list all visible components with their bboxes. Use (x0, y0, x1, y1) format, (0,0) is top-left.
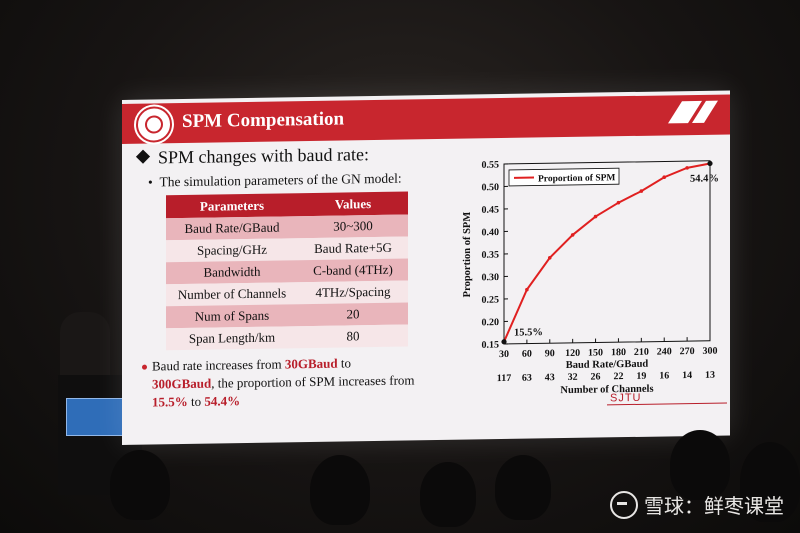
x-axis-label: Baud Rate/GBaud (566, 359, 649, 371)
slide-subheading: • The simulation parameters of the GN mo… (148, 170, 402, 190)
heading-text: SPM changes with baud rate: (158, 144, 369, 168)
table-row: Span Length/km 80 (166, 324, 408, 351)
x2-tick-label: 22 (613, 371, 623, 382)
x-tick-label: 30 (499, 349, 509, 360)
summary-part: to (337, 355, 351, 371)
x-tick-label: 90 (545, 348, 555, 359)
x2-tick-label: 117 (497, 373, 511, 384)
y-tick-label: 0.30 (482, 272, 499, 283)
legend-box (508, 167, 620, 187)
slide-title: SPM Compensation (182, 108, 345, 133)
summary-part: to (187, 393, 205, 409)
data-point (707, 160, 713, 167)
series-line (503, 162, 711, 343)
audience-head (110, 450, 170, 520)
summary-highlight: 15.5% (152, 393, 188, 410)
annotation-start: 15.5% (514, 327, 543, 338)
header-parameters: Parameters (166, 193, 298, 219)
table-cell: C-band (4THz) (298, 258, 408, 283)
data-point (639, 189, 644, 193)
x-tick-label: 240 (657, 346, 672, 357)
x-tick-label: 180 (611, 347, 626, 358)
data-point (547, 255, 552, 260)
chart-svg: 0.15 0.20 0.25 0.30 0.35 0.40 0.45 0.50 0.55 30 11… (462, 160, 719, 397)
x-tick-label: 270 (680, 346, 695, 357)
x-tick-label: 60 (522, 349, 532, 360)
table-cell: 30~300 (298, 214, 408, 239)
legend-label: Proportion of SPM (538, 173, 615, 184)
corner-emblem-icon (668, 100, 718, 124)
parameters-table: Parameters Values Baud Rate/GBaud 30~300 … (166, 191, 408, 351)
plot-frame (503, 160, 711, 345)
audience-head (310, 455, 370, 525)
table-cell: Baud Rate+5G (298, 236, 408, 261)
diamond-bullet-icon (135, 149, 151, 164)
x-tick-label: 300 (703, 346, 718, 357)
data-point (501, 339, 507, 345)
header-values: Values (298, 191, 408, 217)
data-point (662, 175, 667, 180)
x-tick-label: 150 (588, 347, 603, 358)
y-tick-label: 0.20 (482, 317, 499, 328)
red-bullet-icon (142, 364, 147, 370)
table-cell: Num of Spans (166, 304, 298, 329)
y-tick-label: 0.25 (482, 295, 499, 306)
table-cell: 80 (298, 324, 408, 349)
x2-tick-label: 32 (568, 372, 578, 383)
projected-slide: SPM Compensation SPM changes with baud r… (122, 90, 730, 445)
x2-tick-label: 26 (591, 371, 601, 382)
annotation-end: 54.4% (690, 173, 719, 184)
watermark: 雪球：鲜枣课堂 (610, 490, 784, 519)
table-cell: Baud Rate/GBaud (166, 216, 298, 241)
audience-head (670, 430, 730, 500)
x-tick-label: 120 (565, 348, 580, 359)
summary-text: Baud rate increases from 30GBaud to 300G… (142, 353, 452, 412)
y-tick-label: 0.15 (482, 340, 499, 351)
summary-highlight: 54.4% (204, 393, 241, 409)
x2-tick-label: 13 (705, 370, 715, 381)
x2-tick-label: 63 (522, 373, 532, 384)
audience-head (420, 462, 476, 527)
y-tick-label: 0.35 (482, 250, 499, 261)
summary-part: , the proportion of SPM increases from (211, 372, 415, 391)
watermark-text: 雪球：鲜枣课堂 (644, 494, 784, 518)
x2-tick-label: 43 (545, 372, 555, 383)
y-tick-label: 0.50 (482, 182, 499, 193)
y-tick-label: 0.55 (482, 160, 499, 171)
audience-head (740, 442, 800, 522)
data-point (616, 200, 621, 205)
summary-highlight: 300GBaud (152, 375, 212, 392)
audience-head (495, 455, 551, 520)
data-point (570, 233, 575, 237)
y-tick-label: 0.45 (482, 205, 499, 216)
slide-heading: SPM changes with baud rate: (135, 144, 369, 169)
x-tick-label: 210 (634, 347, 649, 358)
summary-highlight: 30GBaud (284, 355, 338, 372)
y-axis-label: Proportion of SPM (462, 212, 473, 298)
summary-part: Baud rate increases from (152, 356, 285, 374)
table-cell: Bandwidth (166, 260, 298, 285)
data-point (593, 214, 598, 219)
table-cell: Number of Channels (166, 282, 298, 307)
x2-tick-label: 19 (636, 371, 646, 382)
data-point (525, 287, 529, 292)
x2-tick-label: 14 (682, 370, 692, 381)
spm-line-chart: 0.15 0.20 0.25 0.30 0.35 0.40 0.45 0.50 0.55 30 11… (422, 150, 730, 405)
sjtu-logo: SJTU (610, 391, 642, 405)
table-cell: 4THz/Spacing (298, 280, 408, 305)
snowball-logo-icon (610, 490, 638, 519)
table-cell: 20 (298, 302, 408, 327)
y-tick-label: 0.40 (482, 227, 499, 238)
subheading-text: The simulation parameters of the GN mode… (159, 170, 402, 190)
x2-axis-label: Number of Channels (560, 384, 653, 396)
table-cell: Spacing/GHz (166, 238, 298, 263)
x2-tick-label: 16 (659, 370, 669, 381)
data-point (685, 166, 689, 170)
table-cell: Span Length/km (166, 326, 298, 351)
